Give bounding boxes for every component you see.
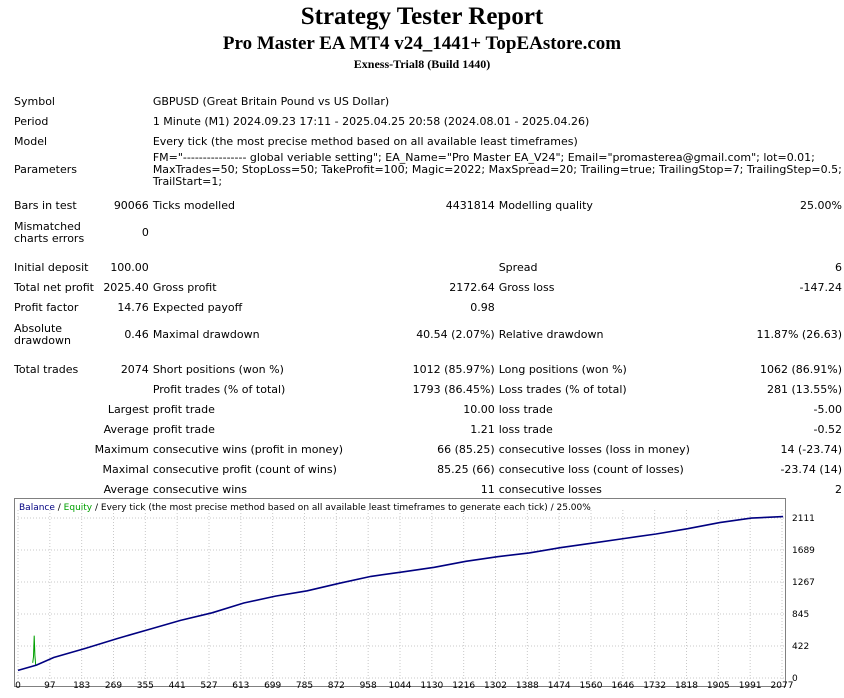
x-tick-label: 613 xyxy=(232,681,249,688)
x-tick-label: 441 xyxy=(169,681,186,688)
y-tick-label: 1689 xyxy=(792,546,815,556)
value: Every tick (the most precise method base… xyxy=(152,135,578,148)
x-tick-label: 1905 xyxy=(707,681,730,688)
y-tick-label: 2111 xyxy=(792,514,815,524)
equity-line xyxy=(32,635,37,666)
row-total-trades: Total trades 2074 Short positions (won %… xyxy=(14,363,842,376)
balance-equity-chart: 0 97 183 269 355 441 527 613 699 785 872 958 1044 113… xyxy=(14,498,815,688)
row-drawdown: Absolute drawdown 0.46 Maximal drawdown … xyxy=(14,322,842,347)
x-tick-label: 2077 xyxy=(771,681,794,688)
row-maximum: Maximum consecutive wins (profit in mone… xyxy=(94,443,842,456)
report-title: Strategy Tester Report xyxy=(300,3,544,30)
x-tick-label: 0 xyxy=(15,681,21,688)
row-maximal: Maximal consecutive profit (count of win… xyxy=(102,463,843,476)
x-tick-label: 958 xyxy=(360,681,377,688)
y-tick-label: 422 xyxy=(792,642,809,652)
y-tick-label: 0 xyxy=(792,674,798,684)
ea-name: Pro Master EA MT4 v24_1441+ TopEAstore.c… xyxy=(222,33,622,54)
x-tick-label: 699 xyxy=(264,681,281,688)
row-deposit: Initial deposit 100.00 Spread 6 xyxy=(14,261,842,274)
row-profit-factor: Profit factor 14.76 Expected payoff 0.98 xyxy=(14,301,495,314)
label: Model xyxy=(14,135,48,148)
x-axis-ticks: 0 97 183 269 355 441 527 613 699 785 872 958 1044 113… xyxy=(15,681,793,688)
balance-line xyxy=(17,515,784,672)
y-axis-ticks: 0 422 845 1267 1689 2111 xyxy=(792,514,815,684)
chart-background xyxy=(14,498,786,687)
x-tick-label: 1474 xyxy=(548,681,571,688)
legend-equity: Equity xyxy=(64,503,93,513)
x-tick-label: 1130 xyxy=(420,681,443,688)
row-model: Model Every tick (the most precise metho… xyxy=(12,132,844,152)
y-tick-label: 1267 xyxy=(792,578,815,588)
x-tick-label: 1991 xyxy=(739,681,762,688)
row-average: Average profit trade 1.21 loss trade -0.… xyxy=(103,423,842,436)
label: Symbol xyxy=(14,95,55,108)
x-tick-label: 1818 xyxy=(675,681,698,688)
row-symbol: Symbol GBPUSD (Great Britain Pound vs US… xyxy=(12,92,844,112)
row-largest: Largest profit trade 10.00 loss trade -5… xyxy=(107,403,842,416)
value: FM="---------------- global veriable set… xyxy=(152,151,842,188)
x-tick-label: 355 xyxy=(137,681,154,688)
value: 1 Minute (M1) 2024.09.23 17:11 - 2025.04… xyxy=(152,115,590,128)
row-average2: Average consecutive wins 11 consecutive … xyxy=(103,483,842,496)
label: Period xyxy=(14,115,49,128)
row-net-profit: Total net profit 2025.40 Gross profit 21… xyxy=(14,281,842,294)
row-parameters: Parameters FM="---------------- global v… xyxy=(12,152,844,188)
x-tick-label: 872 xyxy=(328,681,345,688)
x-tick-label: 785 xyxy=(296,681,313,688)
row-period: Period 1 Minute (M1) 2024.09.23 17:11 - … xyxy=(12,112,844,132)
chart-grid xyxy=(17,510,784,680)
x-tick-label: 1732 xyxy=(643,681,666,688)
row-profit-trades: Profit trades (% of total) 1793 (86.45%)… xyxy=(152,383,842,396)
y-tick-label: 845 xyxy=(792,610,809,620)
x-tick-label: 1044 xyxy=(389,681,412,688)
server-build: Exness-Trial8 (Build 1440) xyxy=(353,57,491,71)
label: Parameters xyxy=(14,163,77,176)
x-tick-label: 527 xyxy=(200,681,217,688)
value: GBPUSD (Great Britain Pound vs US Dollar… xyxy=(152,95,390,108)
x-tick-label: 1560 xyxy=(580,681,603,688)
x-tick-label: 1302 xyxy=(484,681,507,688)
row-mismatched: Mismatched charts errors 0 xyxy=(14,220,149,245)
legend: Balance / Equity / Every tick (the most … xyxy=(19,503,591,513)
x-tick-label: 183 xyxy=(73,681,90,688)
x-tick-label: 1216 xyxy=(452,681,475,688)
legend-balance: Balance xyxy=(19,503,55,513)
row-bars: Bars in test 90066 Ticks modelled 443181… xyxy=(14,199,842,212)
x-tick-label: 1646 xyxy=(611,681,634,688)
x-tick-label: 269 xyxy=(105,681,122,688)
report-table: Symbol GBPUSD (Great Britain Pound vs US… xyxy=(12,92,844,500)
x-tick-label: 97 xyxy=(44,681,55,688)
x-tick-label: 1388 xyxy=(516,681,539,688)
